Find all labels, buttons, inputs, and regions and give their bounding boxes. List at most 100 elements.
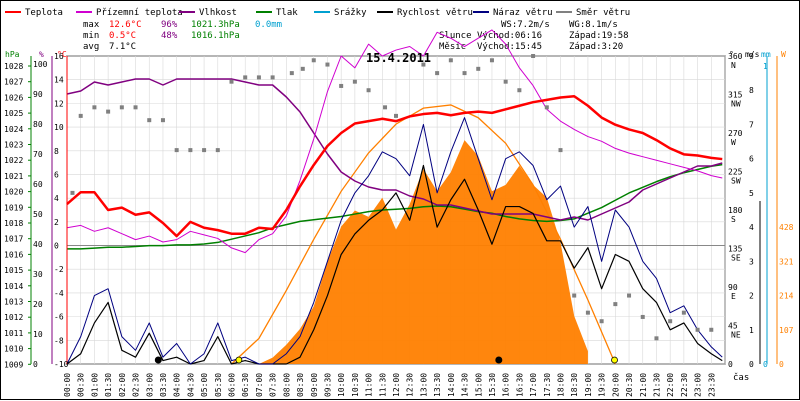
legend-label-2: Vlhkost (199, 8, 237, 18)
stats-block: max 12.6°C 96% 1021.3hPa 0.0mm min 0.5°C… (83, 20, 282, 52)
x-tick-label: 22:00 (666, 373, 675, 397)
direction-compass-label: SE (731, 254, 741, 263)
solar-tick-label: 107 (779, 326, 794, 335)
pressure-tick-label: 1017 (4, 235, 23, 244)
rain-tick-label: 0 (763, 360, 768, 369)
direction-compass-label: NE (731, 331, 741, 340)
x-tick-label: 09:30 (323, 373, 332, 397)
wind-dir-point (572, 293, 577, 298)
direction-axis-unit: ° (729, 50, 734, 59)
direction-tick-label: 45 (728, 322, 738, 331)
pressure-tick-label: 1009 (4, 360, 23, 369)
solar-axis-unit: W (781, 50, 786, 59)
wind-dir-point (325, 62, 330, 67)
pressure-tick-label: 1028 (4, 62, 23, 71)
pressure-tick-label: 1023 (4, 141, 23, 150)
wind-speed-summary: WS:7.2m/s (501, 20, 550, 30)
wind-gust-summary: WG:8.1m/s (569, 20, 618, 30)
wind-dir-point (133, 105, 138, 110)
wind-dir-point (352, 79, 357, 84)
x-tick-label: 05:00 (200, 373, 209, 397)
axes: hPa1028102710261025102410231022102110201… (4, 50, 794, 397)
legend-label-6: Náraz větru (493, 8, 553, 18)
wind-dir-point (613, 302, 618, 307)
solar-radiation-area (258, 140, 588, 364)
x-tick-label: 05:30 (214, 373, 223, 397)
direction-tick-label: 360 (728, 52, 743, 61)
temperature-axis-unit: °C (57, 50, 67, 59)
wind-dir-point (243, 75, 248, 80)
x-tick-label: 12:00 (392, 373, 401, 397)
x-tick-label: 15:00 (474, 373, 483, 397)
temperature-tick-label: -10 (54, 360, 69, 369)
temperature-tick-label: -2 (54, 265, 64, 274)
legend-label-7: Směr větru (576, 8, 630, 18)
x-tick-label: 21:00 (639, 373, 648, 397)
pressure-tick-label: 1024 (4, 125, 23, 134)
x-tick-label: 14:00 (447, 373, 456, 397)
temperature-tick-label: 14 (54, 76, 64, 85)
sunset-marker (611, 356, 618, 364)
wind-dir-point (654, 336, 659, 341)
wind-dir-point (435, 71, 440, 76)
chart-title: 15.4.2011 (366, 51, 431, 65)
wind-dir-point (462, 71, 467, 76)
wind-dir-point (668, 319, 673, 324)
wind-dir-point (695, 327, 700, 332)
temperature-line (66, 95, 723, 238)
direction-compass-label: W (731, 138, 736, 147)
sun-set: Západ:19:58 (569, 31, 629, 41)
pressure-tick-label: 1018 (4, 219, 23, 228)
markers (70, 54, 714, 364)
sun-rise: Východ:06:16 (477, 31, 542, 41)
direction-compass-label: N (731, 61, 736, 70)
direction-tick-label: 225 (728, 168, 743, 177)
wind-gust-line (66, 117, 723, 365)
humidity-tick-label: 0 (33, 360, 38, 369)
x-tick-label: 19:00 (584, 373, 593, 397)
stats-min-label: min (83, 31, 99, 41)
legend-label-0: Teplota (25, 8, 63, 18)
legend: Teplota Přízemní teplota Vlhkost Tlak Srážky… (5, 8, 630, 18)
direction-tick-label: 90 (728, 283, 738, 292)
wind-dir-point (517, 88, 522, 93)
stats-max-rain: 0.0mm (255, 20, 282, 30)
wind-dir-point (188, 148, 193, 153)
sunrise-marker (235, 356, 243, 364)
humidity-tick-label: 90 (33, 90, 43, 99)
x-tick-label: 10:00 (337, 373, 346, 397)
stats-max-humidity: 96% (161, 20, 178, 30)
x-axis-label: čas (733, 372, 749, 383)
temperature-tick-label: 10 (54, 123, 64, 132)
wind-dir-point (202, 148, 207, 153)
wind-dir-point (476, 66, 481, 71)
x-tick-label: 23:30 (707, 373, 716, 397)
x-tick-label: 15:30 (488, 373, 497, 397)
moon-rise: Východ:15:45 (477, 42, 542, 52)
wind-dir-point (489, 58, 494, 63)
wind-speed-line (66, 164, 723, 365)
x-tick-label: 23:00 (694, 373, 703, 397)
temperature-tick-label: 16 (54, 52, 64, 61)
x-tick-label: 02:30 (132, 373, 141, 397)
wind-dir-point (300, 66, 305, 71)
pressure-tick-label: 1027 (4, 78, 23, 87)
wind-speed-tick-label: 7 (749, 120, 754, 129)
direction-tick-label: 180 (728, 206, 743, 215)
x-tick-label: 14:30 (461, 373, 470, 397)
solar-tick-label: 428 (779, 223, 794, 232)
moonset-marker (154, 356, 162, 364)
pressure-tick-label: 1016 (4, 250, 23, 259)
x-tick-label: 21:30 (652, 373, 661, 397)
wind-dir-point (448, 58, 453, 63)
pressure-tick-label: 1019 (4, 203, 23, 212)
wind-dir-point (289, 71, 294, 76)
pressure-tick-label: 1012 (4, 313, 23, 322)
pressure-tick-label: 1011 (4, 329, 23, 338)
wind-dir-point (160, 118, 165, 123)
wind-dir-point (229, 79, 234, 84)
x-tick-label: 04:00 (173, 373, 182, 397)
wind-dir-point (339, 83, 344, 88)
wind-dir-point (270, 75, 275, 80)
